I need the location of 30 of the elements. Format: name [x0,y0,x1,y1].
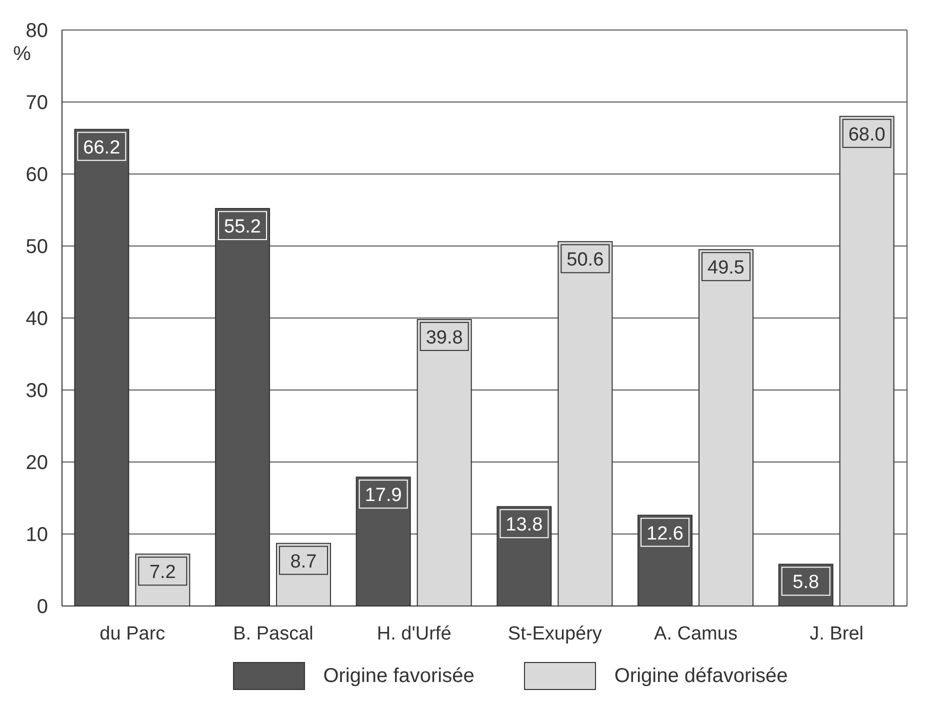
y-tick-label: 80 [26,20,48,42]
data-label: 50.6 [566,250,604,271]
x-tick-label: St-Exupéry [508,623,602,644]
y-tick-label: 70 [26,92,48,114]
y-tick-label: 10 [26,524,48,546]
y-tick-label: 20 [26,452,48,474]
data-label: 68.0 [848,124,886,146]
y-tick-label: 50 [26,236,48,258]
data-label: 8.7 [290,551,317,572]
x-tick-label: A. Camus [654,623,738,644]
data-label: 66.2 [83,137,120,158]
x-tick-label: B. Pascal [233,623,314,644]
data-label: 39.8 [426,327,463,348]
legend-label: Origine favorisée [323,664,474,688]
data-label: 7.2 [149,562,176,584]
y-axis-title: % [13,43,32,65]
y-tick-label: 40 [26,308,48,330]
y-tick-label: 30 [26,380,48,402]
data-label: 12.6 [646,523,684,544]
data-label: 55.2 [224,216,261,238]
x-tick-label: J. Brel [810,623,864,644]
data-label: 5.8 [792,572,820,594]
x-tick-label: H. d'Urfé [376,623,452,644]
data-label: 49.5 [708,258,744,279]
x-tick-label: du Parc [100,623,166,644]
y-tick-label: 0 [36,596,48,618]
legend-label: Origine défavorisée [614,664,788,688]
data-label: 17.9 [364,485,402,506]
data-label: 13.8 [506,514,543,536]
y-tick-label: 60 [26,164,48,186]
